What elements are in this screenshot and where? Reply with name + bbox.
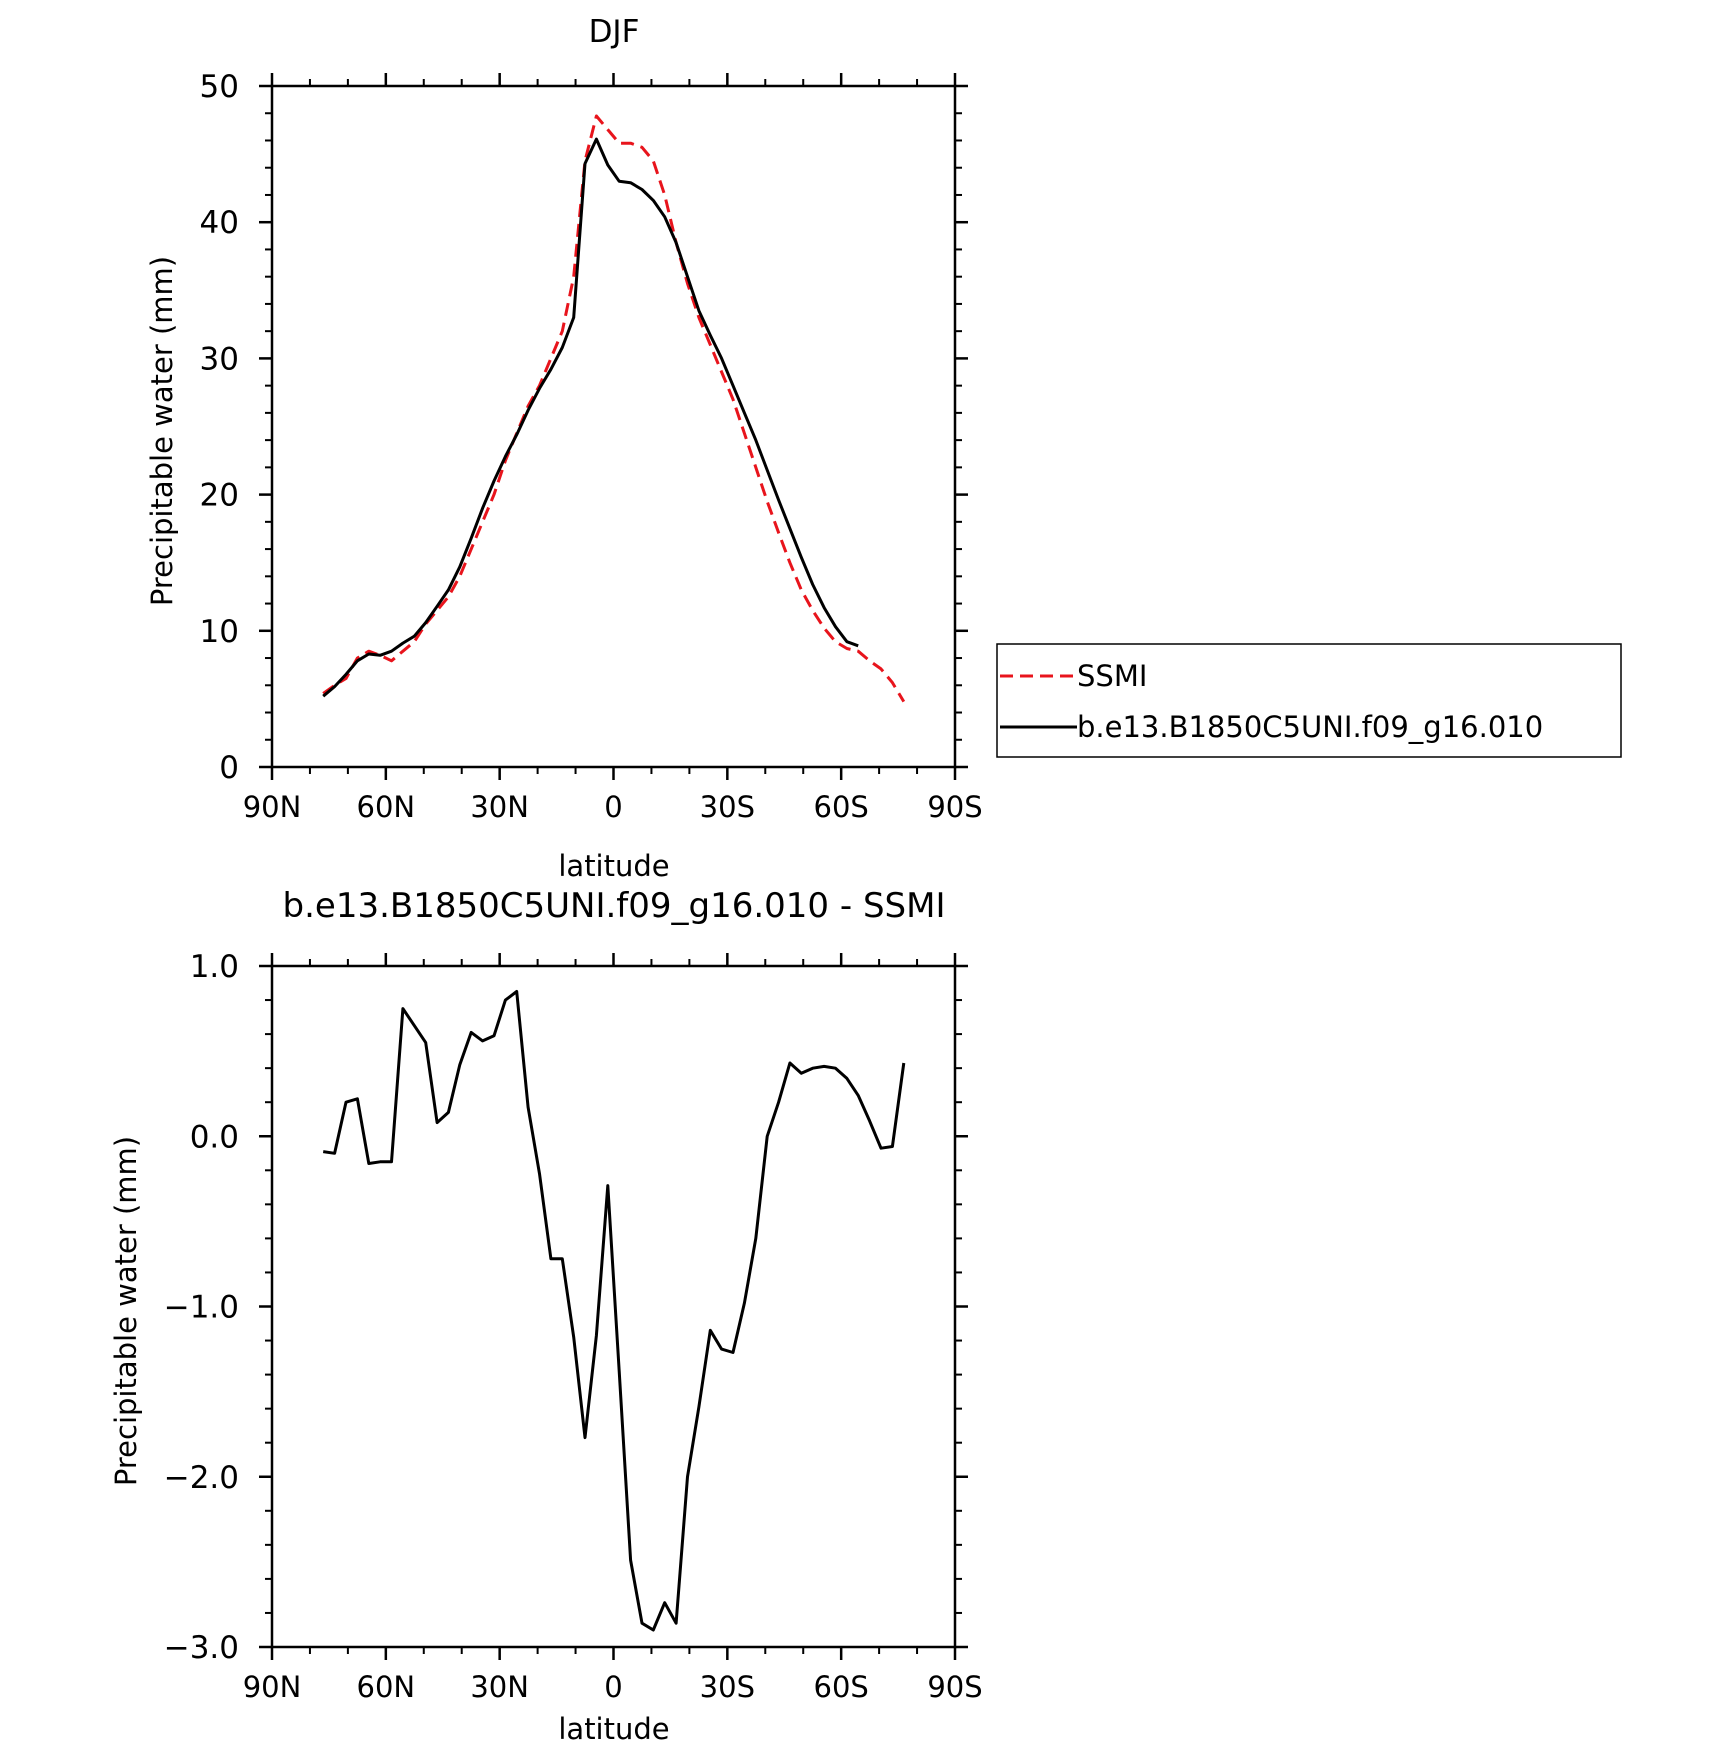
bottom-x-tick-label-30n: 30N — [470, 1670, 529, 1704]
bottom-y-tick-label-3-0: −3.0 — [164, 1630, 239, 1666]
top-y-tick-label-10: 10 — [200, 614, 239, 650]
legend-box — [996, 643, 1622, 758]
top-y-tick-label-40: 40 — [200, 205, 239, 241]
bottom-y-tick-label-1-0: −1.0 — [164, 1290, 239, 1326]
top-y-axis-label: Precipitable water (mm) — [145, 256, 179, 606]
bottom-x-tick-label-90n: 90N — [243, 1670, 302, 1704]
top-plot-frame — [270, 84, 957, 769]
bottom-x-axis-label: latitude — [558, 1712, 669, 1745]
top-x-tick-label-30s: 30S — [700, 790, 755, 824]
top-x-axis-label: latitude — [558, 849, 669, 883]
top-series-ssmi-line — [322, 114, 906, 703]
top-y-tick-label-0: 0 — [219, 750, 239, 786]
top-x-tick-label-60n: 60N — [357, 790, 416, 824]
top-x-tick-label-30n: 30N — [470, 790, 529, 824]
top-y-tick-label-50: 50 — [200, 69, 239, 105]
bottom-x-tick-label-30s: 30S — [700, 1670, 755, 1704]
bottom-series — [322, 990, 906, 1632]
bottom-x-tick-label-90s: 90S — [927, 1670, 982, 1704]
top-y-tick-label-20: 20 — [200, 478, 239, 514]
top-panel: DJF Precipitable water (mm) latitude 90N… — [145, 14, 983, 883]
legend-label-ssmi: SSMI — [1077, 659, 1147, 693]
legend-label-model: b.e13.B1850C5UNI.f09_g16.010 — [1077, 710, 1543, 744]
bottom-series-difference-line — [322, 990, 906, 1632]
bottom-panel: b.e13.B1850C5UNI.f09_g16.010 - SSMI Prec… — [109, 886, 983, 1745]
top-y-tick-label-30: 30 — [200, 341, 239, 377]
bottom-title: b.e13.B1850C5UNI.f09_g16.010 - SSMI — [283, 886, 946, 926]
top-series — [322, 114, 906, 706]
top-ticks: 90N 60N 30N 0 30S 60S 90S 0 10 20 30 40 50 — [200, 69, 983, 824]
top-x-tick-label-60s: 60S — [814, 790, 869, 824]
bottom-y-tick-label-2-0: −2.0 — [164, 1460, 239, 1496]
legend: SSMI b.e13.B1850C5UNI.f09_g16.010 — [996, 643, 1622, 758]
bottom-x-tick-label-0: 0 — [604, 1670, 622, 1704]
bottom-y-tick-label-1-0: 1.0 — [190, 949, 239, 985]
bottom-x-tick-label-60n: 60N — [357, 1670, 416, 1704]
bottom-y-axis-label: Precipitable water (mm) — [109, 1136, 143, 1486]
bottom-x-tick-label-60s: 60S — [814, 1670, 869, 1704]
bottom-plot-frame — [270, 964, 957, 1649]
top-x-tick-label-90s: 90S — [927, 790, 982, 824]
top-title: DJF — [589, 14, 640, 50]
bottom-y-tick-label-0-0: 0.0 — [190, 1119, 239, 1155]
top-x-tick-label-0: 0 — [604, 790, 622, 824]
top-x-tick-label-90n: 90N — [243, 790, 302, 824]
top-series-b-e13-b1850c5uni-f09-g16-010-line — [323, 139, 904, 706]
